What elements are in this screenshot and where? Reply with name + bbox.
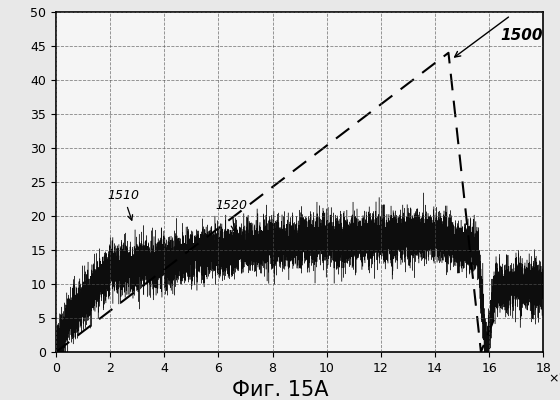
- Text: ×10⁵: ×10⁵: [548, 372, 560, 386]
- Text: 1500: 1500: [501, 28, 543, 43]
- Text: Фиг. 15А: Фиг. 15А: [232, 380, 328, 400]
- Text: 1520: 1520: [216, 199, 248, 231]
- Text: 1510: 1510: [108, 189, 139, 220]
